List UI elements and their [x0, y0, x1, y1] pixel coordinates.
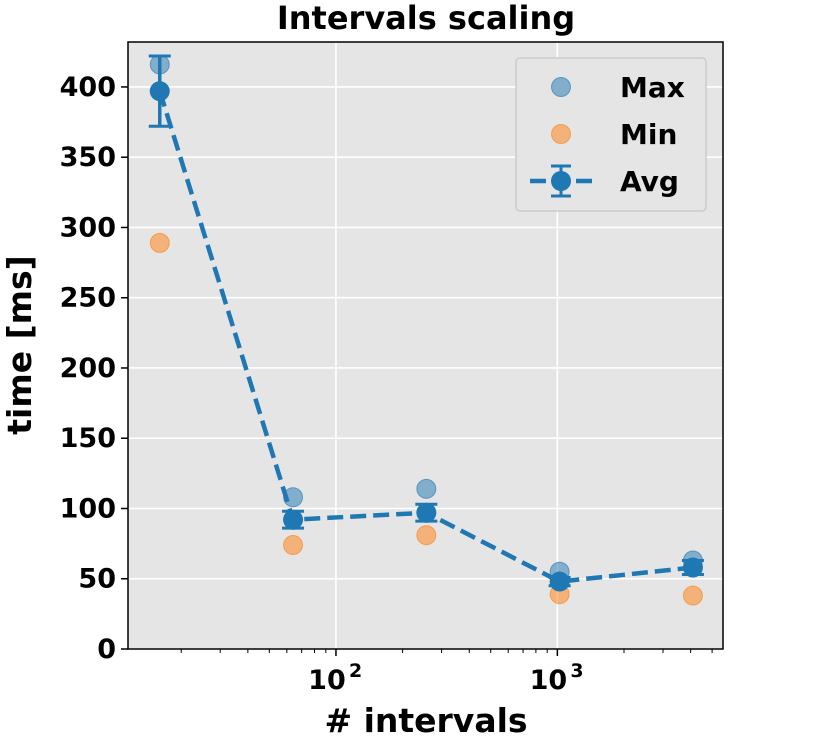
legend-avg-label: Avg: [620, 165, 679, 198]
legend-min-marker: [551, 124, 571, 144]
min-point: [416, 525, 437, 546]
avg-point: [682, 557, 703, 578]
legend: Max Min Avg: [515, 57, 707, 212]
x-tick-exponent: 2: [349, 660, 362, 682]
y-tick-label: 150: [60, 423, 116, 454]
max-point: [283, 487, 304, 508]
y-tick-label: 300: [60, 212, 116, 243]
series-layer: [148, 54, 704, 606]
avg-point: [283, 509, 304, 530]
y-tick-label: 100: [60, 493, 116, 524]
y-tick-label: 400: [60, 72, 116, 103]
min-point: [682, 585, 703, 606]
avg-point: [549, 571, 570, 592]
legend-avg-marker: [551, 171, 571, 191]
y-tick-label: 250: [60, 283, 116, 314]
x-axis-label: # intervals: [324, 701, 527, 740]
avg-point: [149, 81, 170, 102]
min-point: [149, 232, 170, 253]
x-tick-label: 10: [308, 665, 346, 696]
x-tick-label: 10: [530, 665, 568, 696]
y-tick-label: 350: [60, 142, 116, 173]
legend-max-marker: [551, 77, 571, 97]
legend-min-label: Min: [620, 118, 677, 151]
legend-max-label: Max: [620, 71, 685, 104]
chart-title: Intervals scaling: [277, 0, 575, 37]
x-axis-ticks: 10 2 10 3: [308, 649, 584, 696]
avg-point: [416, 502, 437, 523]
y-axis-label: time [ms]: [0, 255, 39, 435]
y-axis-ticks: 0 50 100 150 200 250 300 350 400: [60, 72, 128, 665]
x-tick-exponent: 3: [570, 660, 583, 682]
max-point: [416, 478, 437, 499]
min-point: [283, 535, 304, 556]
y-tick-label: 50: [78, 564, 116, 595]
plot-frame: [127, 41, 724, 650]
y-tick-label: 0: [97, 634, 116, 665]
y-tick-label: 200: [60, 353, 116, 384]
